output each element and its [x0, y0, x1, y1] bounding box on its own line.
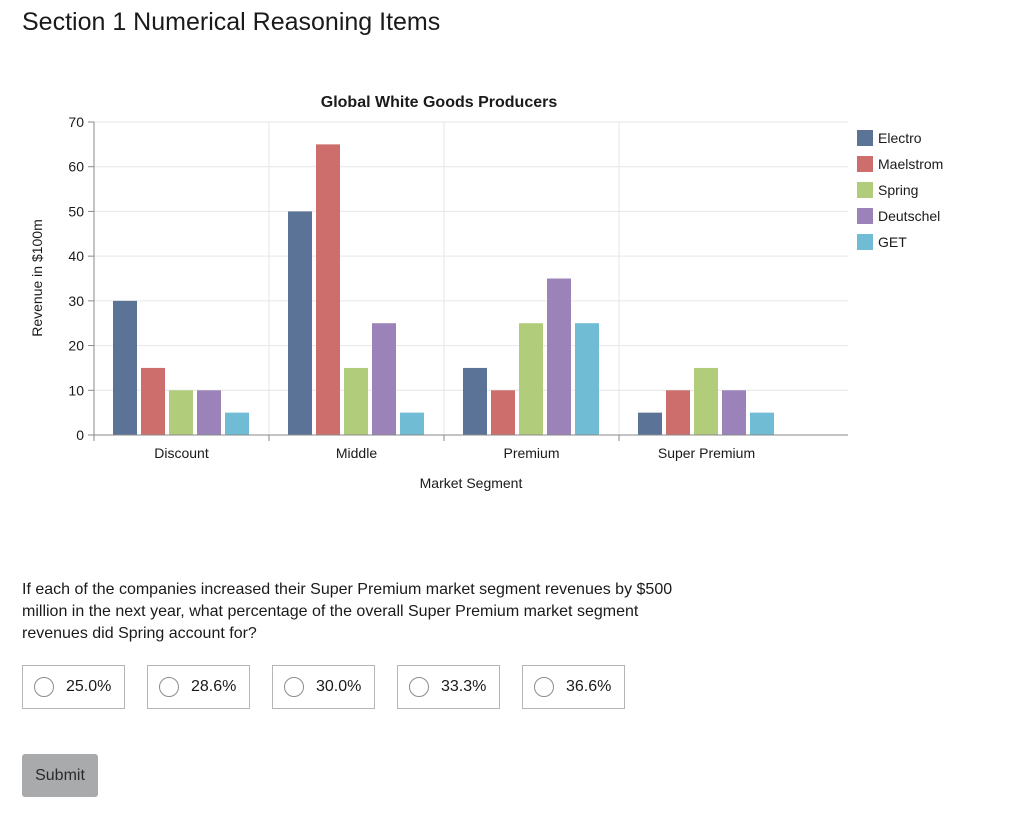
bar-spring-middle	[344, 367, 368, 435]
legend-swatch	[857, 208, 873, 224]
answer-option[interactable]: 36.6%	[522, 665, 625, 709]
bar-electro-super-premium	[638, 412, 662, 435]
answer-option[interactable]: 28.6%	[147, 665, 250, 709]
bar-chart: 0 10 20 30 40 50 60 70 Discount Middle Premium Supe…	[29, 94, 943, 491]
bar-spring-discount	[169, 390, 193, 435]
radio-button-icon[interactable]	[159, 677, 179, 697]
x-tick-label: Super Premium	[658, 445, 755, 461]
radio-button-icon[interactable]	[409, 677, 429, 697]
radio-button-icon[interactable]	[284, 677, 304, 697]
answer-option-label: 36.6%	[566, 678, 612, 695]
legend-swatch	[857, 130, 873, 146]
bar-maelstrom-discount	[141, 367, 165, 435]
bar-deutschel-super-premium	[722, 390, 746, 435]
bar-maelstrom-middle	[316, 144, 340, 435]
legend-label: Maelstrom	[878, 156, 943, 172]
legend-label: GET	[878, 234, 907, 250]
x-tick-label: Discount	[154, 445, 209, 461]
x-axis-label: Market Segment	[420, 475, 523, 491]
y-tick-label: 70	[68, 114, 84, 130]
bar-get-discount	[225, 412, 249, 435]
y-tick-label: 60	[68, 159, 84, 175]
y-tick-label: 0	[76, 427, 84, 443]
answer-option-label: 28.6%	[191, 678, 237, 695]
answer-option[interactable]: 33.3%	[397, 665, 500, 709]
radio-button-icon[interactable]	[34, 677, 54, 697]
y-tick-label: 40	[68, 248, 84, 264]
bar-electro-premium	[463, 367, 487, 435]
bar-maelstrom-premium	[491, 390, 515, 435]
legend-label: Spring	[878, 182, 918, 198]
y-tick-label: 30	[68, 293, 84, 309]
chart-axes: 0 10 20 30 40 50 60 70 Discount Middle Premium Supe…	[68, 114, 848, 461]
y-tick-label: 20	[68, 338, 84, 354]
answer-option-label: 25.0%	[66, 678, 112, 695]
bar-deutschel-middle	[372, 323, 396, 435]
bar-get-premium	[575, 323, 599, 435]
answer-option-label: 30.0%	[316, 678, 362, 695]
legend-swatch	[857, 182, 873, 198]
bar-deutschel-discount	[197, 390, 221, 435]
bar-maelstrom-super-premium	[666, 390, 690, 435]
chart-bars	[113, 144, 774, 435]
chart-title: Global White Goods Producers	[321, 94, 558, 111]
legend-label: Deutschel	[878, 208, 940, 224]
page-title: Section 1 Numerical Reasoning Items	[22, 8, 441, 36]
x-tick-label: Middle	[336, 445, 377, 461]
bar-spring-premium	[519, 323, 543, 435]
submit-button[interactable]: Submit	[22, 754, 98, 797]
y-axis-label: Revenue in $100m	[29, 219, 45, 337]
y-tick-label: 50	[68, 203, 84, 219]
answer-options: 25.0% 28.6% 30.0% 33.3% 36.6%	[22, 665, 625, 709]
bar-spring-super-premium	[694, 367, 718, 435]
answer-option[interactable]: 25.0%	[22, 665, 125, 709]
bar-get-middle	[400, 412, 424, 435]
bar-deutschel-premium	[547, 278, 571, 435]
chart-legend: Electro Maelstrom Spring Deutschel GET	[857, 130, 943, 250]
answer-option-label: 33.3%	[441, 678, 487, 695]
bar-electro-discount	[113, 300, 137, 435]
chart-grid	[94, 121, 848, 435]
legend-swatch	[857, 156, 873, 172]
radio-button-icon[interactable]	[534, 677, 554, 697]
answer-option[interactable]: 30.0%	[272, 665, 375, 709]
bar-electro-middle	[288, 211, 312, 435]
y-tick-label: 10	[68, 382, 84, 398]
legend-label: Electro	[878, 130, 922, 146]
legend-swatch	[857, 234, 873, 250]
bar-get-super-premium	[750, 412, 774, 435]
x-tick-label: Premium	[503, 445, 559, 461]
question-text: If each of the companies increased their…	[22, 581, 673, 642]
